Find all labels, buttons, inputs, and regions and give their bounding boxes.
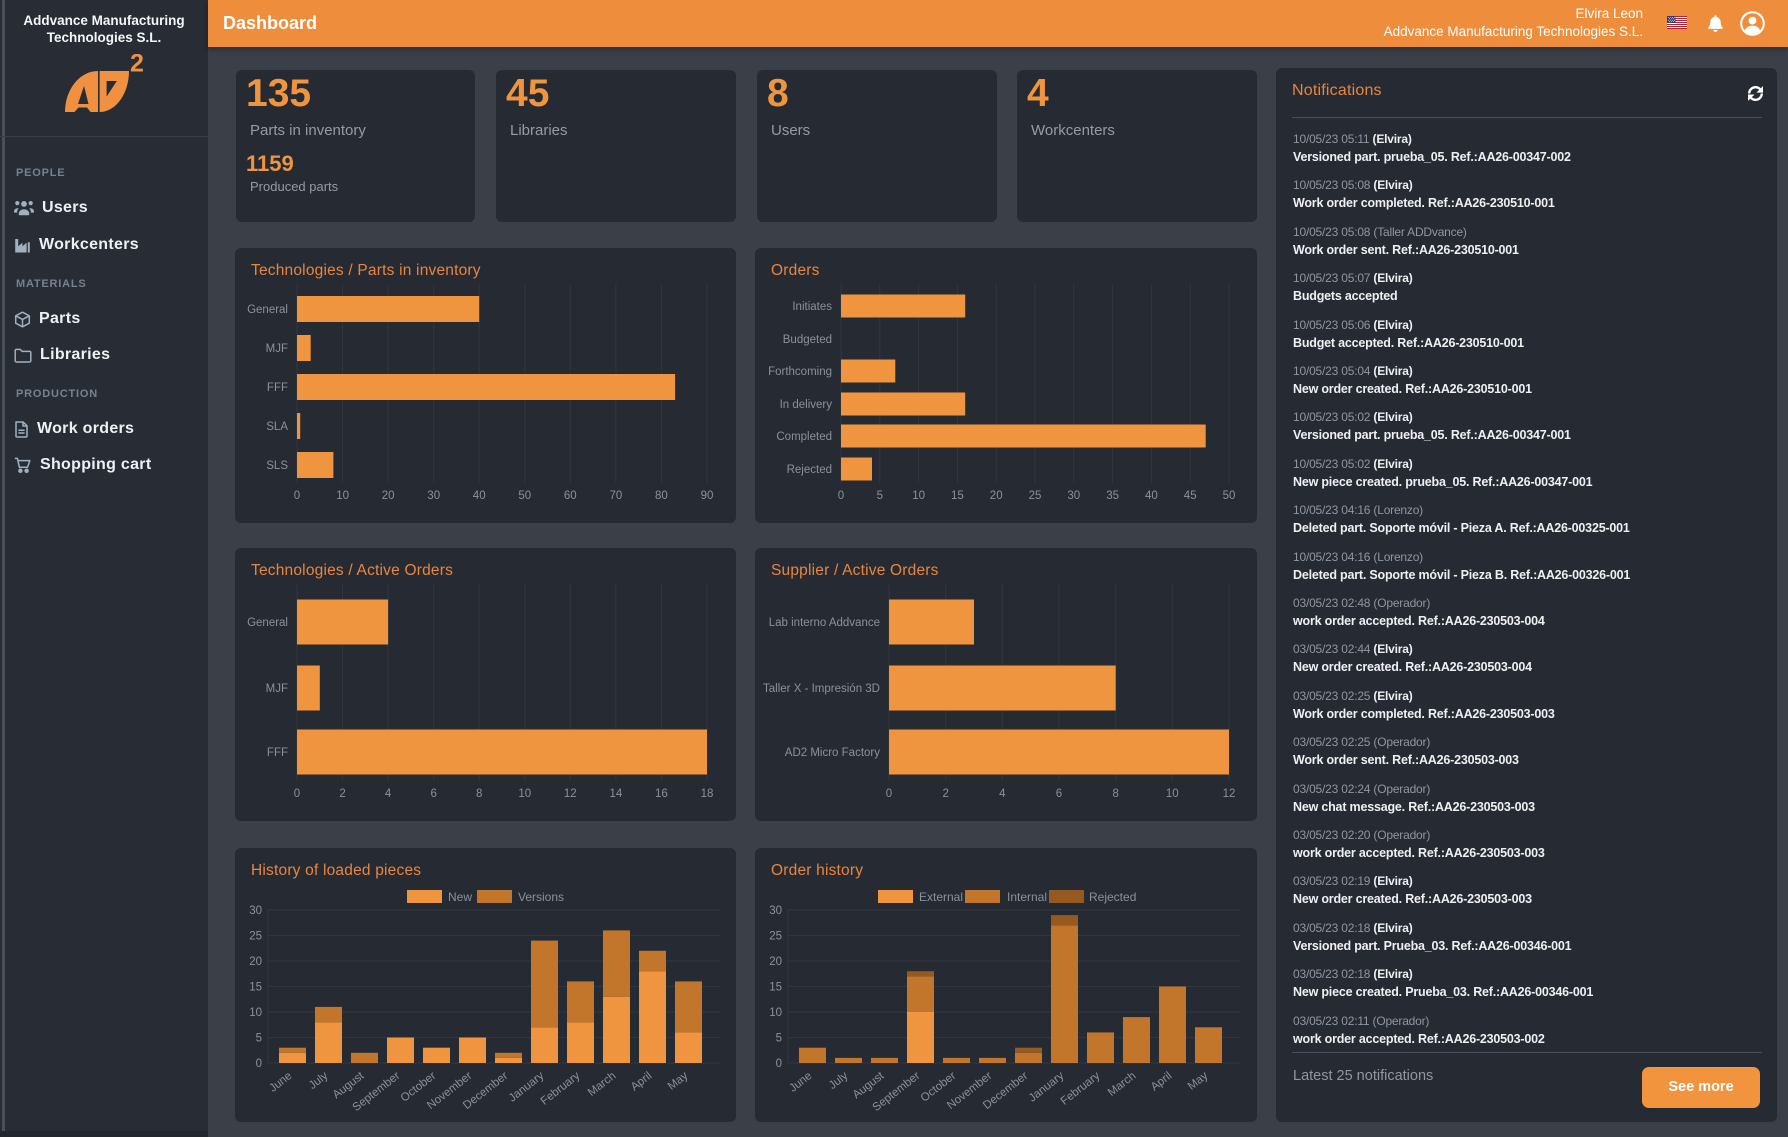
svg-text:70: 70 — [610, 490, 623, 502]
svg-text:0: 0 — [838, 490, 844, 502]
svg-text:10: 10 — [518, 788, 531, 800]
svg-text:March: March — [586, 1070, 619, 1099]
svg-text:20: 20 — [382, 490, 395, 502]
svg-text:Lab interno Addvance: Lab interno Addvance — [769, 617, 880, 629]
svg-text:30: 30 — [249, 905, 262, 917]
svg-text:12: 12 — [564, 788, 577, 800]
svg-text:General: General — [247, 617, 288, 629]
svg-text:5: 5 — [877, 490, 883, 502]
svg-text:6: 6 — [430, 788, 436, 800]
svg-text:50: 50 — [1223, 490, 1236, 502]
svg-text:In delivery: In delivery — [780, 399, 833, 411]
svg-text:0: 0 — [294, 490, 300, 502]
svg-text:2: 2 — [339, 788, 345, 800]
svg-text:10: 10 — [769, 1007, 782, 1019]
svg-text:Budgeted: Budgeted — [783, 334, 832, 346]
svg-text:February: February — [1059, 1070, 1103, 1108]
svg-text:February: February — [539, 1070, 583, 1108]
svg-text:May: May — [666, 1070, 691, 1093]
svg-text:25: 25 — [1029, 490, 1042, 502]
svg-text:25: 25 — [769, 931, 782, 943]
svg-text:20: 20 — [990, 490, 1003, 502]
svg-text:40: 40 — [473, 490, 486, 502]
svg-text:SLA: SLA — [266, 421, 288, 433]
svg-text:15: 15 — [249, 982, 262, 994]
svg-text:Initiates: Initiates — [792, 301, 832, 313]
svg-text:0: 0 — [294, 788, 300, 800]
svg-text:8: 8 — [476, 788, 482, 800]
svg-text:6: 6 — [1056, 788, 1062, 800]
svg-text:2: 2 — [942, 788, 948, 800]
svg-text:June: June — [787, 1070, 814, 1095]
svg-text:12: 12 — [1223, 788, 1236, 800]
svg-text:July: July — [307, 1070, 331, 1092]
svg-text:16: 16 — [655, 788, 668, 800]
svg-text:25: 25 — [249, 931, 262, 943]
svg-text:15: 15 — [951, 490, 964, 502]
svg-text:18: 18 — [701, 788, 714, 800]
svg-text:45: 45 — [1184, 490, 1197, 502]
svg-text:Internal: Internal — [1007, 890, 1047, 904]
svg-text:30: 30 — [769, 905, 782, 917]
svg-text:Completed: Completed — [776, 431, 832, 443]
svg-text:35: 35 — [1106, 490, 1119, 502]
svg-text:FFF: FFF — [267, 382, 288, 394]
svg-text:MJF: MJF — [266, 683, 288, 695]
svg-text:5: 5 — [256, 1033, 262, 1045]
svg-text:MJF: MJF — [266, 343, 288, 355]
svg-text:Rejected: Rejected — [787, 464, 832, 476]
svg-text:5: 5 — [776, 1033, 782, 1045]
svg-text:General: General — [247, 304, 288, 316]
svg-text:10: 10 — [336, 490, 349, 502]
svg-text:May: May — [1186, 1070, 1211, 1093]
svg-text:Forthcoming: Forthcoming — [768, 366, 832, 378]
svg-text:Taller X - Impresión 3D: Taller X - Impresión 3D — [763, 683, 880, 695]
svg-text:14: 14 — [610, 788, 623, 800]
svg-text:80: 80 — [655, 490, 668, 502]
svg-text:New: New — [448, 890, 472, 904]
svg-text:0: 0 — [886, 788, 892, 800]
svg-text:AD2 Micro Factory: AD2 Micro Factory — [785, 747, 880, 759]
svg-text:15: 15 — [769, 982, 782, 994]
svg-text:July: July — [827, 1070, 851, 1092]
svg-text:20: 20 — [769, 956, 782, 968]
svg-text:8: 8 — [1112, 788, 1118, 800]
svg-text:June: June — [267, 1070, 294, 1095]
svg-text:External: External — [919, 890, 963, 904]
svg-text:50: 50 — [518, 490, 531, 502]
svg-text:March: March — [1106, 1070, 1139, 1099]
svg-text:SLS: SLS — [266, 460, 288, 472]
svg-text:30: 30 — [427, 490, 440, 502]
svg-text:10: 10 — [1166, 788, 1179, 800]
svg-text:2: 2 — [130, 54, 144, 78]
svg-text:40: 40 — [1145, 490, 1158, 502]
svg-text:30: 30 — [1067, 490, 1080, 502]
svg-text:April: April — [1149, 1070, 1175, 1094]
svg-text:10: 10 — [912, 490, 925, 502]
svg-text:Versions: Versions — [518, 890, 564, 904]
svg-text:Rejected: Rejected — [1089, 890, 1136, 904]
svg-text:10: 10 — [249, 1007, 262, 1019]
svg-text:90: 90 — [701, 490, 714, 502]
svg-text:0: 0 — [776, 1058, 782, 1070]
svg-text:20: 20 — [249, 956, 262, 968]
svg-text:0: 0 — [256, 1058, 262, 1070]
svg-text:April: April — [629, 1070, 655, 1094]
svg-text:4: 4 — [385, 788, 392, 800]
svg-text:4: 4 — [999, 788, 1006, 800]
svg-text:60: 60 — [564, 490, 577, 502]
svg-text:FFF: FFF — [267, 747, 288, 759]
